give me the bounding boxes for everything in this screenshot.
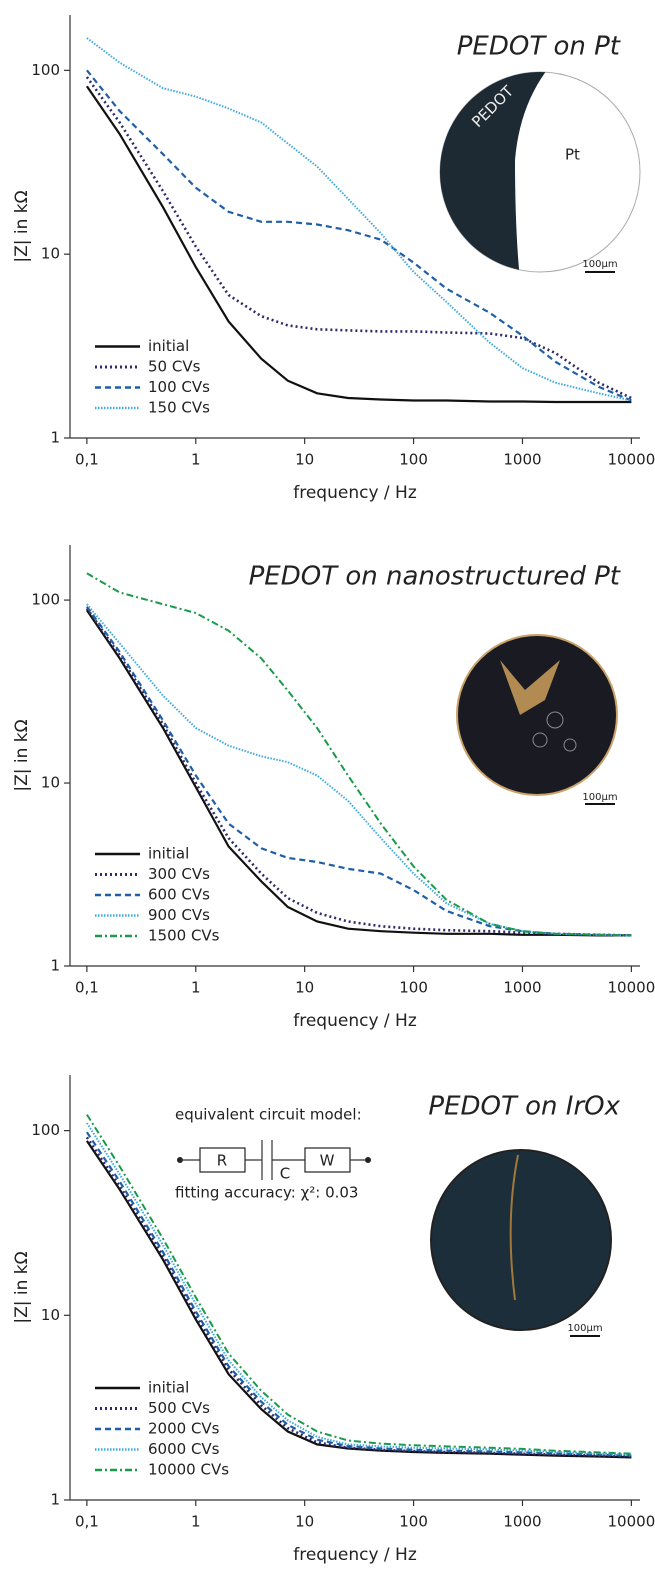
micrograph-pt: PEDOT Pt 100µm	[439, 71, 641, 273]
series-line	[85, 85, 632, 404]
legend-label: 6000 CVs	[148, 1440, 220, 1458]
circuit-diagram: equivalent circuit model: R C W fitting …	[175, 1106, 371, 1202]
micrograph-nano: 100µm	[456, 634, 618, 805]
x-tick-label: 10	[295, 1513, 314, 1531]
legend-label: 50 CVs	[148, 358, 201, 376]
x-tick-label: 10	[295, 451, 314, 469]
circuit-element: W	[320, 1152, 335, 1170]
legend-label: 500 CVs	[148, 1399, 210, 1417]
series-line	[85, 76, 632, 400]
x-tick-label: 1	[191, 451, 201, 469]
micrograph-irox: 100µm	[430, 1149, 612, 1337]
chart-title: PEDOT on Pt	[457, 32, 621, 62]
x-tick-label: 100	[399, 979, 428, 997]
circuit-element: C	[280, 1165, 290, 1183]
x-axis-label: frequency / Hz	[293, 1011, 417, 1031]
series-line	[86, 572, 632, 937]
y-tick-label: 100	[31, 61, 60, 79]
x-tick-label: 0,1	[75, 451, 99, 469]
x-tick-label: 1000	[503, 451, 541, 469]
x-tick-label: 0,1	[75, 979, 99, 997]
chart-title: PEDOT on nanostructured Pt	[249, 562, 621, 592]
x-axis-label: frequency / Hz	[293, 483, 417, 503]
y-axis-label: |Z| in kΩ	[12, 190, 32, 262]
y-tick-label: 10	[41, 245, 60, 263]
legend-label: 10000 CVs	[148, 1461, 229, 1479]
y-tick-label: 1	[50, 1491, 60, 1509]
y-tick-label: 10	[41, 1306, 60, 1324]
y-tick-label: 1	[50, 957, 60, 975]
x-tick-label: 0,1	[75, 1513, 99, 1531]
legend-label: 1500 CVs	[148, 927, 220, 945]
legend-label: 100 CVs	[148, 378, 210, 396]
x-tick-label: 10000	[608, 1513, 655, 1531]
x-tick-label: 100	[399, 451, 428, 469]
x-tick-label: 10000	[608, 451, 655, 469]
y-axis-label: |Z| in kΩ	[12, 719, 32, 791]
inset-label: Pt	[565, 146, 580, 164]
y-axis-label: |Z| in kΩ	[12, 1251, 32, 1323]
series-line	[85, 1136, 632, 1458]
legend-label: initial	[148, 845, 189, 863]
series-line	[86, 69, 632, 402]
y-tick-label: 1	[50, 429, 60, 447]
legend-label: 2000 CVs	[148, 1420, 220, 1438]
legend-label: 150 CVs	[148, 399, 210, 417]
legend-label: 900 CVs	[148, 906, 210, 924]
x-tick-label: 10	[295, 979, 314, 997]
x-tick-label: 1	[191, 979, 201, 997]
series-line	[85, 609, 632, 937]
fitting-accuracy: fitting accuracy: χ²: 0.03	[175, 1184, 358, 1202]
x-tick-label: 1000	[503, 979, 541, 997]
x-tick-label: 1000	[503, 1513, 541, 1531]
circuit-title: equivalent circuit model:	[175, 1106, 362, 1124]
x-tick-label: 10000	[608, 979, 655, 997]
chart-title: PEDOT on IrOx	[428, 1092, 620, 1122]
legend-label: initial	[148, 337, 189, 355]
scale-bar-label: 100µm	[567, 1323, 602, 1334]
x-tick-label: 100	[399, 1513, 428, 1531]
series-line	[86, 37, 632, 402]
legend-label: 600 CVs	[148, 886, 210, 904]
scale-bar-label: 100µm	[582, 259, 617, 270]
series-line	[86, 1114, 632, 1455]
legend-label: 300 CVs	[148, 865, 210, 883]
scale-bar-label: 100µm	[582, 792, 617, 803]
y-tick-label: 100	[31, 1121, 60, 1139]
series-line	[85, 1131, 632, 1457]
y-tick-label: 100	[31, 591, 60, 609]
y-tick-label: 10	[41, 774, 60, 792]
x-tick-label: 1	[191, 1513, 201, 1531]
legend-label: initial	[148, 1379, 189, 1397]
series-line	[86, 1122, 632, 1456]
x-axis-label: frequency / Hz	[293, 1545, 417, 1565]
circuit-element: R	[217, 1152, 227, 1170]
